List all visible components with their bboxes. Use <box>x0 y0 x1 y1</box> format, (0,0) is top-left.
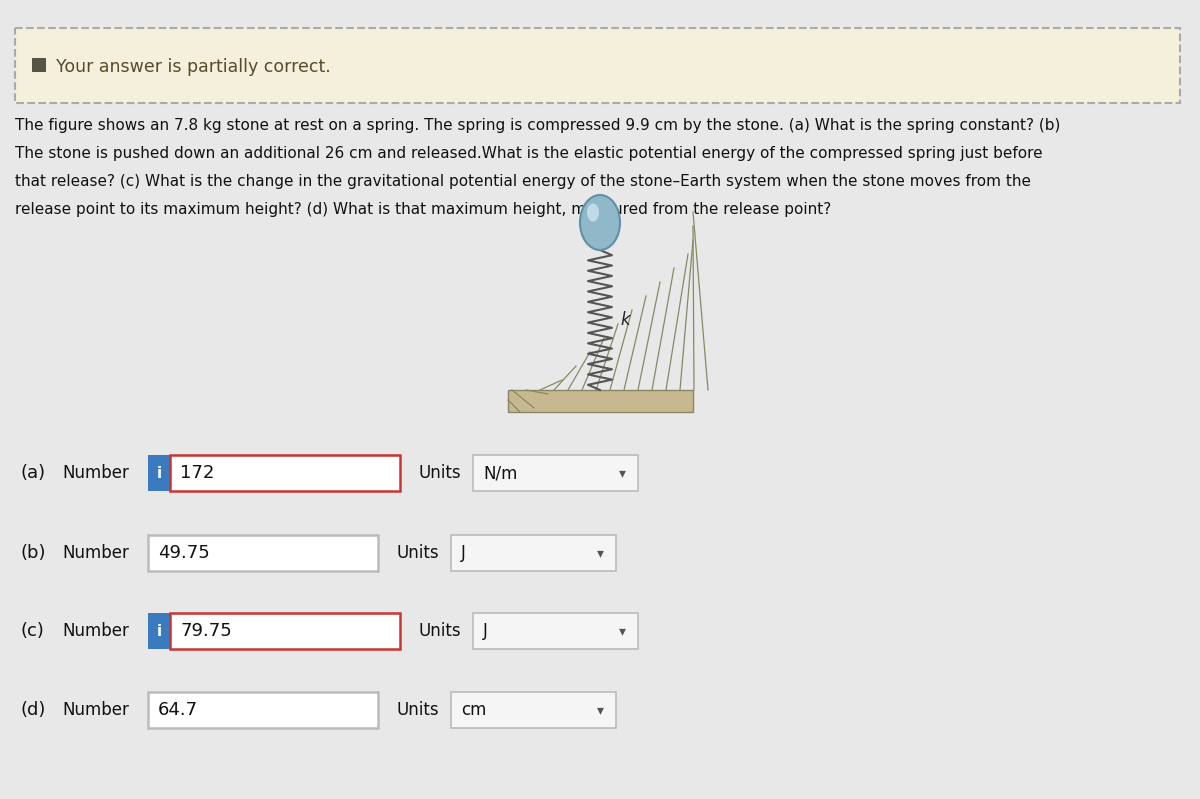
Text: (c): (c) <box>20 622 44 640</box>
Bar <box>508 390 694 412</box>
Text: i: i <box>156 466 162 480</box>
Text: 79.75: 79.75 <box>180 622 232 640</box>
Text: ▾: ▾ <box>618 466 625 480</box>
Ellipse shape <box>587 204 599 221</box>
Text: J: J <box>482 622 488 640</box>
Bar <box>473 613 638 649</box>
Text: Number: Number <box>62 544 128 562</box>
Text: ▾: ▾ <box>596 546 604 560</box>
Text: Number: Number <box>62 701 128 719</box>
Bar <box>451 535 616 571</box>
Bar <box>170 613 400 649</box>
Bar <box>170 455 400 491</box>
Text: Units: Units <box>396 701 439 719</box>
Text: 172: 172 <box>180 464 215 482</box>
Ellipse shape <box>580 195 620 250</box>
Text: The figure shows an 7.8 kg stone at rest on a spring. The spring is compressed 9: The figure shows an 7.8 kg stone at rest… <box>14 118 1061 133</box>
Bar <box>473 455 638 491</box>
Text: J: J <box>461 544 466 562</box>
Text: ▾: ▾ <box>596 703 604 717</box>
Text: (d): (d) <box>20 701 46 719</box>
Text: Number: Number <box>62 464 128 482</box>
Text: Units: Units <box>418 622 461 640</box>
Text: N/m: N/m <box>482 464 517 482</box>
Text: (a): (a) <box>20 464 46 482</box>
Bar <box>148 613 170 649</box>
Text: Your answer is partially correct.: Your answer is partially correct. <box>56 58 331 76</box>
Bar <box>32 58 46 71</box>
Text: Units: Units <box>396 544 439 562</box>
Text: ▾: ▾ <box>618 624 625 638</box>
Bar <box>148 692 378 728</box>
Bar <box>451 692 616 728</box>
Bar <box>148 535 378 571</box>
Text: Units: Units <box>418 464 461 482</box>
Text: 64.7: 64.7 <box>158 701 198 719</box>
Text: that release? (c) What is the change in the gravitational potential energy of th: that release? (c) What is the change in … <box>14 174 1031 189</box>
Text: release point to its maximum height? (d) What is that maximum height, measured f: release point to its maximum height? (d)… <box>14 202 832 217</box>
Text: The stone is pushed down an additional 26 cm and released.What is the elastic po: The stone is pushed down an additional 2… <box>14 146 1043 161</box>
Text: cm: cm <box>461 701 486 719</box>
Text: 49.75: 49.75 <box>158 544 210 562</box>
Bar <box>148 455 170 491</box>
Text: k: k <box>620 311 630 329</box>
Text: i: i <box>156 623 162 638</box>
Text: Number: Number <box>62 622 128 640</box>
Bar <box>14 28 1180 103</box>
Text: (b): (b) <box>20 544 46 562</box>
